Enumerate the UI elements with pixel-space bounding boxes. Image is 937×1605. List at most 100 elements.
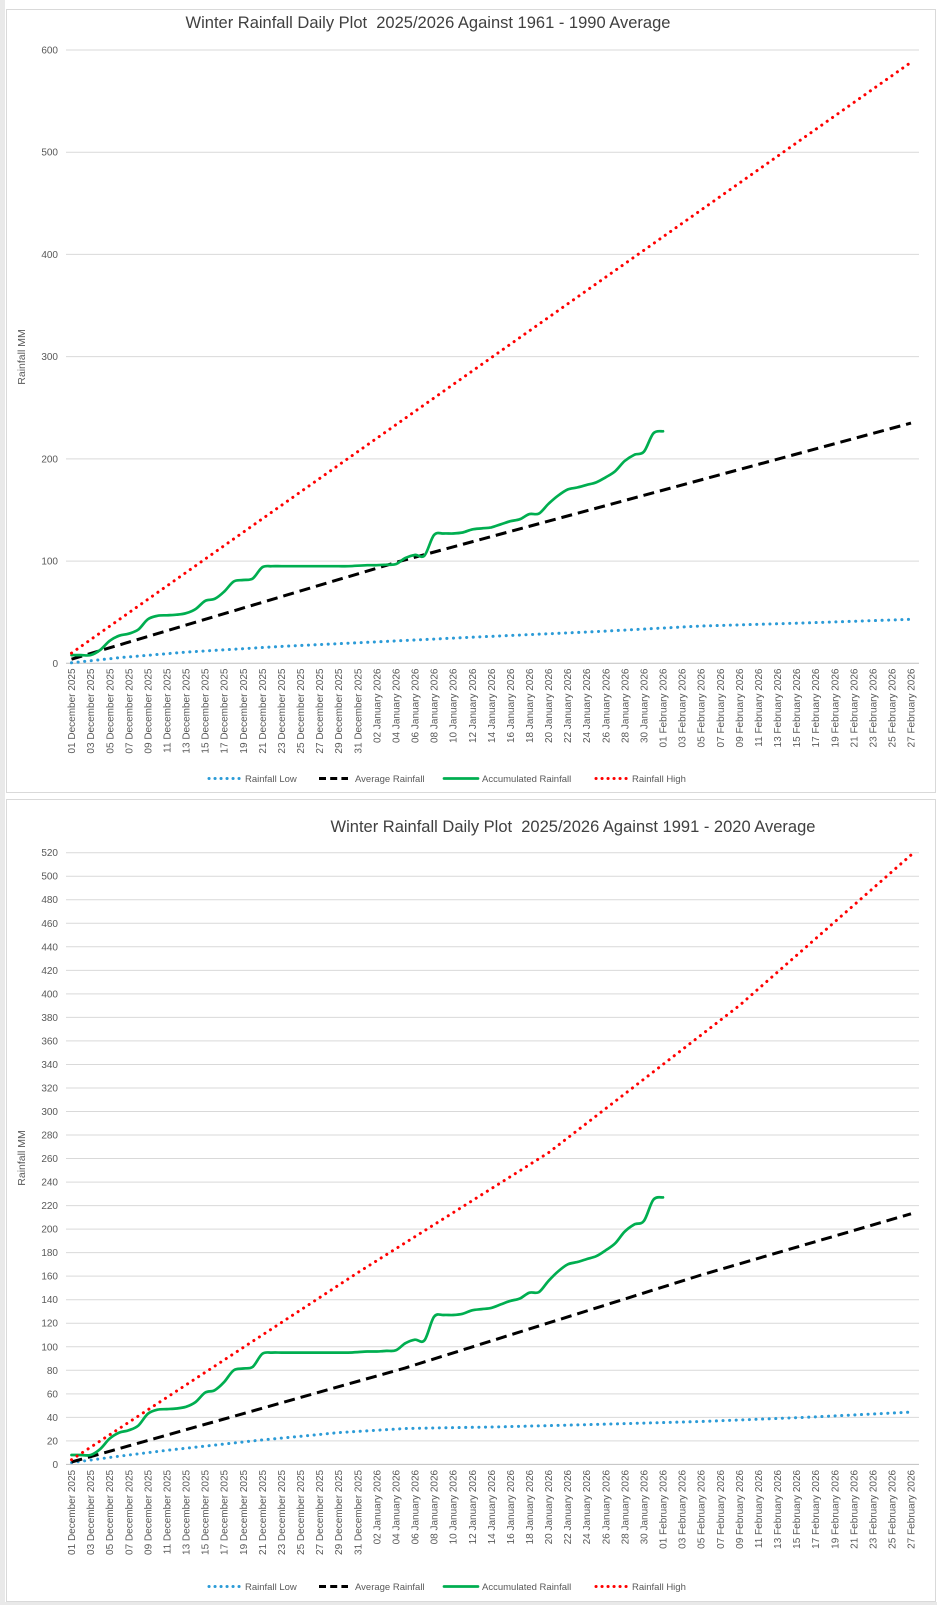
x-tick-label: 21 December 2025 <box>258 1469 269 1554</box>
x-tick-label: 26 January 2026 <box>601 1469 612 1544</box>
x-tick-label: 10 January 2026 <box>449 1469 460 1544</box>
y-tick-label: 280 <box>41 1131 58 1142</box>
y-tick-label: 300 <box>41 352 58 363</box>
x-tick-label: 09 February 2026 <box>735 1469 746 1548</box>
legend-label: Accumulated Rainfall <box>482 774 571 785</box>
y-tick-label: 260 <box>41 1154 58 1165</box>
x-tick-label: 29 December 2025 <box>334 1469 345 1554</box>
x-tick-label: 11 December 2025 <box>162 668 173 753</box>
chart-title: Winter Rainfall Daily Plot 2025/2026 Aga… <box>186 14 671 32</box>
x-tick-label: 24 January 2026 <box>582 668 593 743</box>
y-tick-label: 480 <box>41 895 58 906</box>
y-tick-label: 0 <box>52 659 58 670</box>
x-tick-label: 28 January 2026 <box>620 668 631 743</box>
x-tick-label: 03 December 2025 <box>86 668 97 753</box>
series-accumulated-rainfall-line <box>70 429 665 657</box>
y-tick-label: 240 <box>41 1178 58 1189</box>
x-tick-label: 30 January 2026 <box>639 1469 650 1544</box>
x-tick-label: 05 December 2025 <box>105 1469 116 1554</box>
x-tick-label: 27 December 2025 <box>315 668 326 753</box>
series-accumulated-rainfall-line <box>70 1195 665 1457</box>
x-tick-label: 24 January 2026 <box>582 1469 593 1544</box>
y-tick-label: 180 <box>41 1248 58 1259</box>
x-tick-label: 29 December 2025 <box>334 668 345 753</box>
chart-border <box>6 9 936 793</box>
x-tick-label: 07 February 2026 <box>716 668 727 747</box>
x-tick-label: 17 February 2026 <box>811 1469 822 1548</box>
series-rainfall-low-line <box>70 617 913 665</box>
y-tick-label: 100 <box>41 557 58 568</box>
x-tick-label: 15 December 2025 <box>201 668 212 753</box>
x-tick-label: 05 February 2026 <box>697 1469 708 1548</box>
x-tick-label: 21 February 2026 <box>849 1469 860 1548</box>
y-tick-label: 520 <box>41 848 58 859</box>
y-tick-label: 380 <box>41 1013 58 1024</box>
legend-label: Accumulated Rainfall <box>482 1582 571 1593</box>
y-tick-label: 460 <box>41 919 58 930</box>
y-tick-label: 600 <box>41 45 58 56</box>
legend-label: Rainfall Low <box>245 774 297 785</box>
x-tick-label: 14 January 2026 <box>487 668 498 743</box>
y-tick-label: 300 <box>41 1107 58 1118</box>
x-tick-label: 23 December 2025 <box>277 668 288 753</box>
y-tick-label: 0 <box>52 1460 58 1471</box>
legend-label: Rainfall High <box>632 774 686 785</box>
x-tick-label: 09 December 2025 <box>143 1469 154 1554</box>
chart-title: Winter Rainfall Daily Plot 2025/2026 Aga… <box>331 818 816 836</box>
x-tick-label: 09 December 2025 <box>143 668 154 753</box>
legend-label: Average Rainfall <box>355 774 425 785</box>
x-tick-label: 21 February 2026 <box>849 668 860 747</box>
x-tick-label: 12 January 2026 <box>468 1469 479 1544</box>
x-tick-label: 13 February 2026 <box>773 1469 784 1548</box>
y-axis-title: Rainfall MM <box>16 1130 28 1185</box>
x-tick-label: 15 February 2026 <box>792 1469 803 1548</box>
x-tick-label: 04 January 2026 <box>391 1469 402 1544</box>
series-rainfall-low-line <box>70 1410 913 1465</box>
sheet-edge-bottom <box>0 1602 937 1605</box>
y-tick-label: 80 <box>47 1366 59 1377</box>
x-tick-label: 15 December 2025 <box>201 1469 212 1554</box>
x-tick-label: 20 January 2026 <box>544 668 555 743</box>
x-tick-label: 08 January 2026 <box>430 668 441 743</box>
x-tick-label: 25 December 2025 <box>296 1469 307 1554</box>
x-tick-label: 16 January 2026 <box>506 1469 517 1544</box>
x-tick-label: 23 February 2026 <box>868 668 879 747</box>
x-tick-label: 05 December 2025 <box>105 668 116 753</box>
x-tick-label: 22 January 2026 <box>563 1469 574 1544</box>
y-tick-label: 20 <box>47 1436 59 1447</box>
x-tick-label: 27 December 2025 <box>315 1469 326 1554</box>
x-tick-label: 23 December 2025 <box>277 1469 288 1554</box>
y-tick-label: 320 <box>41 1083 58 1094</box>
x-tick-label: 31 December 2025 <box>353 1469 364 1554</box>
x-tick-label: 19 February 2026 <box>830 668 841 747</box>
x-tick-label: 19 February 2026 <box>830 1469 841 1548</box>
x-tick-label: 11 February 2026 <box>754 668 765 747</box>
y-tick-label: 100 <box>41 1342 58 1353</box>
y-tick-label: 500 <box>41 148 58 159</box>
x-tick-label: 03 February 2026 <box>678 668 689 747</box>
x-tick-label: 18 January 2026 <box>525 668 536 743</box>
legend-label: Rainfall High <box>632 1582 686 1593</box>
x-tick-label: 25 December 2025 <box>296 668 307 753</box>
y-tick-label: 120 <box>41 1319 58 1330</box>
x-tick-label: 05 February 2026 <box>697 668 708 747</box>
series-average-rainfall-line <box>71 1212 912 1464</box>
x-tick-label: 11 February 2026 <box>754 1469 765 1548</box>
x-tick-label: 02 January 2026 <box>372 668 383 743</box>
x-tick-label: 17 December 2025 <box>220 668 231 753</box>
y-tick-label: 140 <box>41 1295 58 1306</box>
x-tick-label: 15 February 2026 <box>792 668 803 747</box>
x-tick-label: 01 February 2026 <box>659 668 670 747</box>
x-tick-label: 06 January 2026 <box>411 1469 422 1544</box>
sheet-edge-left <box>0 0 5 1605</box>
x-tick-label: 13 December 2025 <box>182 668 193 753</box>
x-tick-label: 11 December 2025 <box>162 1469 173 1554</box>
x-tick-label: 02 January 2026 <box>372 1469 383 1544</box>
x-tick-label: 21 December 2025 <box>258 668 269 753</box>
x-tick-label: 12 January 2026 <box>468 668 479 743</box>
y-tick-label: 60 <box>47 1389 59 1400</box>
x-tick-label: 28 January 2026 <box>620 1469 631 1544</box>
x-tick-label: 30 January 2026 <box>639 668 650 743</box>
